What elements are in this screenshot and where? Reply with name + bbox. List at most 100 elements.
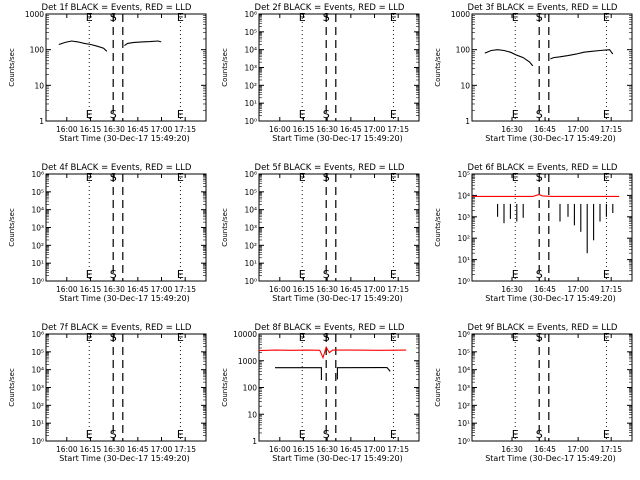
x-tick-label: 17:00	[151, 125, 173, 134]
y-tick-label: 10	[460, 81, 470, 90]
x-axis-title: Start Time (30-Dec-17 15:49:20)	[59, 134, 190, 143]
y-tick-label: 10¹	[457, 419, 470, 428]
x-tick-label: 16:30	[316, 125, 338, 134]
y-axis-title: Counts/sec	[8, 208, 16, 247]
marker-label-top: E	[86, 11, 93, 24]
marker-label-top: E	[390, 171, 397, 184]
x-tick-label: 16:00	[269, 285, 291, 294]
marker-label-top: S	[536, 171, 543, 184]
marker-label-bottom: S	[323, 268, 330, 281]
y-tick-label: 1000	[238, 357, 257, 366]
x-tick-label: 17:15	[387, 445, 409, 454]
detector-panel-7: Det 7f BLACK = Events, RED = LLD 10⁰ 10¹ 10…	[8, 323, 207, 463]
x-tick-label: 17:15	[600, 285, 622, 294]
plot-frame	[258, 13, 420, 122]
marker-label-top: E	[177, 171, 184, 184]
y-tick-label: 10³	[457, 384, 470, 393]
x-tick-label: 16:45	[534, 285, 556, 294]
x-tick-label: 16:00	[56, 285, 78, 294]
x-axis-title: Start Time (30-Dec-17 15:49:20)	[272, 454, 403, 463]
x-tick-label: 16:30	[103, 445, 125, 454]
marker-label-top: E	[603, 11, 610, 24]
y-tick-label: 10⁶	[244, 10, 257, 19]
marker-label-bottom: E	[603, 108, 610, 121]
marker-label-bottom: E	[86, 268, 93, 281]
y-tick-label: 10³	[457, 213, 470, 222]
marker-label-top: E	[177, 11, 184, 24]
x-tick-label: 17:00	[567, 445, 589, 454]
detector-panel-3: Det 3f BLACK = Events, RED = LLD 1 10 100 10…	[434, 3, 633, 143]
y-tick-label: 10⁶	[31, 170, 44, 179]
y-axis-title: Counts/sec	[434, 208, 442, 247]
x-tick-label: 17:15	[387, 285, 409, 294]
plot-frame	[45, 173, 207, 282]
marker-label-top: E	[299, 11, 306, 24]
marker-label-bottom: E	[512, 268, 519, 281]
y-tick-label: 1	[465, 117, 470, 126]
y-tick-label: 10⁰	[31, 437, 44, 446]
x-tick-label: 17:00	[364, 445, 386, 454]
y-axis-title: Counts/sec	[221, 208, 229, 247]
y-tick-label: 100	[30, 46, 45, 55]
detector-panel-1: Det 1f BLACK = Events, RED = LLD 1 10 100 10…	[8, 3, 207, 143]
events-series-line	[484, 49, 534, 67]
y-tick-label: 10²	[31, 241, 44, 250]
marker-label-bottom: E	[299, 428, 306, 441]
x-tick-label: 17:00	[567, 125, 589, 134]
y-tick-label: 100	[456, 46, 471, 55]
marker-label-bottom: E	[86, 428, 93, 441]
marker-label-top: E	[177, 331, 184, 344]
x-tick-label: 16:15	[293, 445, 315, 454]
marker-label-bottom: E	[603, 268, 610, 281]
marker-label-bottom: E	[512, 428, 519, 441]
y-tick-label: 10²	[457, 401, 470, 410]
marker-label-top: S	[323, 11, 330, 24]
y-tick-label: 10⁴	[31, 206, 44, 215]
marker-label-bottom: E	[299, 108, 306, 121]
detector-panel-6: Det 6f BLACK = Events, RED = LLD 10⁰ 10¹ 10…	[434, 163, 633, 303]
y-tick-label: 10⁵	[31, 188, 44, 197]
marker-label-bottom: S	[323, 108, 330, 121]
x-tick-label: 17:00	[567, 285, 589, 294]
marker-label-top: E	[86, 331, 93, 344]
y-tick-label: 10⁰	[457, 277, 470, 286]
x-tick-label: 17:15	[174, 125, 196, 134]
lld-series-line	[258, 345, 407, 360]
x-axis-title: Start Time (30-Dec-17 15:49:20)	[59, 454, 190, 463]
events-series-line	[550, 49, 614, 60]
events-series-line	[124, 40, 162, 47]
x-axis-title: Start Time (30-Dec-17 15:49:20)	[485, 454, 616, 463]
marker-label-bottom: S	[323, 428, 330, 441]
panel-title: Det 7f BLACK = Events, RED = LLD	[42, 323, 192, 333]
y-axis-title: Counts/sec	[8, 368, 16, 407]
y-tick-label: 10³	[31, 384, 44, 393]
plot-frame	[471, 173, 633, 282]
x-tick-label: 16:00	[56, 125, 78, 134]
plot-frame	[471, 333, 633, 442]
x-tick-label: 17:00	[364, 285, 386, 294]
panel-title: Det 5f BLACK = Events, RED = LLD	[255, 163, 405, 173]
y-tick-label: 10⁵	[457, 170, 470, 179]
y-tick-label: 10⁵	[244, 188, 257, 197]
y-tick-label: 1	[252, 437, 257, 446]
y-tick-label: 10²	[457, 234, 470, 243]
detector-panel-9: Det 9f BLACK = Events, RED = LLD 10⁰ 10¹ 10…	[434, 323, 633, 463]
y-axis-title: Counts/sec	[221, 368, 229, 407]
y-axis-title: Counts/sec	[434, 48, 442, 87]
y-tick-label: 10³	[31, 224, 44, 233]
x-tick-label: 16:45	[127, 285, 149, 294]
x-tick-label: 17:00	[151, 445, 173, 454]
y-tick-label: 10	[247, 410, 257, 419]
y-tick-label: 10⁴	[457, 191, 470, 200]
y-tick-label: 10⁰	[457, 437, 470, 446]
y-tick-label: 10⁵	[31, 348, 44, 357]
x-tick-label: 17:15	[387, 125, 409, 134]
panel-title: Det 3f BLACK = Events, RED = LLD	[468, 3, 618, 13]
y-tick-label: 10²	[244, 81, 257, 90]
plot-frame	[258, 173, 420, 282]
panel-title: Det 6f BLACK = Events, RED = LLD	[468, 163, 618, 173]
y-tick-label: 1000	[25, 10, 44, 19]
marker-label-top: S	[536, 11, 543, 24]
marker-label-top: E	[512, 171, 519, 184]
marker-label-top: E	[86, 171, 93, 184]
